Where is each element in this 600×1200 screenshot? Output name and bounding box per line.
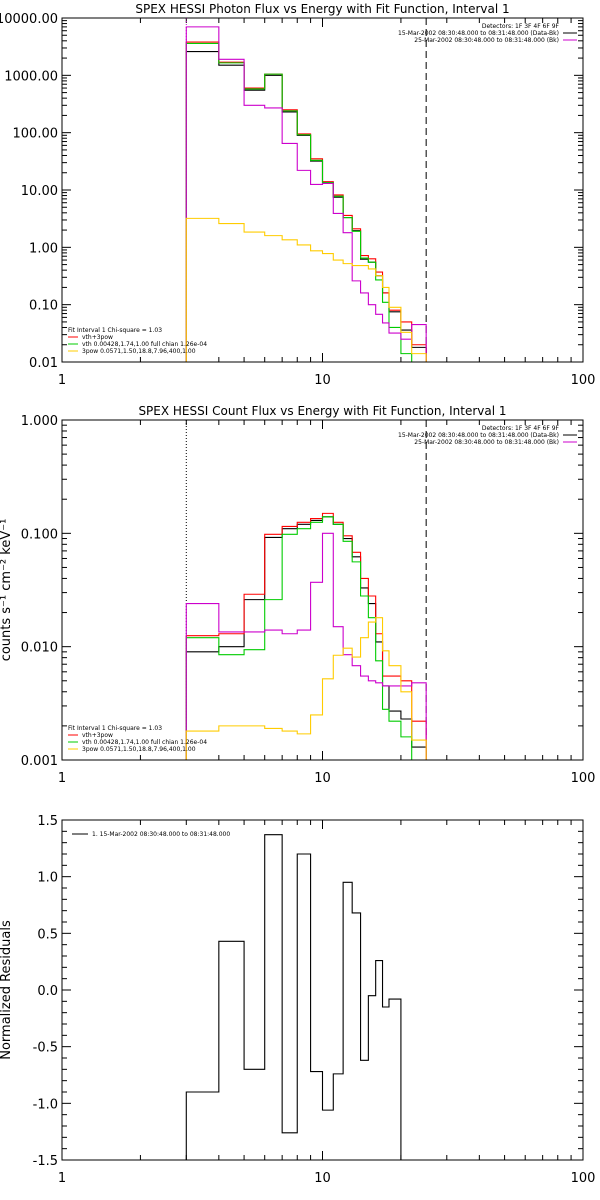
y-tick-label: 0.100 [21,527,58,542]
x-tick-label: 100 [571,771,596,786]
y-tick-label: 0.10 [29,299,58,314]
legend-fit-text: Fit Interval 1 Chi-square = 1.03 [68,327,162,334]
chart-panel-3: Normalized Residuals 1 10 100 -1.5 -1.0 -0.5 0.… [0,814,595,1186]
chart-title: SPEX HESSI Photon Flux vs Energy with Fi… [135,2,509,16]
series-group [185,512,427,760]
y-axis-label: counts s⁻¹ cm⁻² keV⁻¹ [0,519,14,662]
x-tick-label: 10 [314,1171,331,1186]
legend-fit-text: vth 0.00428,1.74,1.00 full chian 1.26e-0… [82,341,207,348]
legend-header-text: 15-Mar-2002 08:30:48.000 to 08:31:48.000… [398,30,559,37]
legend-header-text: Detectors: 1F 3F 4F 6F 9F [482,23,560,30]
chart-panel-1: SPEX HESSI Photon Flux vs Energy with Fi… [0,2,595,388]
series-line [185,516,427,760]
y-tick-label: -1.0 [33,1097,58,1112]
series-group [185,26,427,362]
x-tick-label: 10 [314,373,331,388]
y-tick-label: 0.01 [29,356,58,371]
chart-panel-2: SPEX HESSI Count Flux vs Energy with Fit… [0,404,595,786]
y-axis-label: Normalized Residuals [0,920,14,1060]
series-line [185,516,427,760]
plot-frame [61,419,584,761]
chart-title: SPEX HESSI Count Flux vs Energy with Fit… [138,404,506,418]
y-tick-label: 1.5 [37,814,58,829]
x-tick-label: 1 [58,1171,66,1186]
y-tick-label: 1.0 [37,871,58,886]
y-tick-label: 0.5 [37,927,58,942]
x-tick-label: 100 [571,373,596,388]
legend-header-text: 1. 15-Mar-2002 08:30:48.000 to 08:31:48.… [92,831,230,838]
y-tick-label: -0.5 [33,1041,58,1056]
y-tick-label: 1.000 [21,414,58,429]
y-tick-label: 1000.00 [4,69,58,84]
legend-header-text: 25-Mar-2002 08:30:48.000 to 08:31:48.000… [414,37,559,44]
x-tick-label: 10 [314,771,331,786]
y-tick-label: 10.00 [21,184,58,199]
legend-fit-text: Fit Interval 1 Chi-square = 1.03 [68,725,162,732]
y-tick-label: 0.001 [21,754,58,769]
y-tick-label: 10000.00 [0,12,58,27]
plot-frame [61,819,584,1161]
series-line [185,26,427,362]
y-tick-label: 1.00 [29,241,58,256]
x-tick-label: 1 [58,771,66,786]
y-tick-label: 0.0 [37,984,58,999]
series-line [185,217,427,362]
legend-fit-text: vth+3pow [82,732,113,739]
legend-header-text: Detectors: 1F 3F 4F 6F 9F [482,425,560,432]
y-tick-label: 100.00 [13,127,59,142]
series-group [185,834,427,1160]
legend-fit-text: vth+3pow [82,334,113,341]
plot-frame [61,17,584,363]
series-line [185,532,427,760]
x-tick-label: 100 [571,1171,596,1186]
y-tick-label: -1.5 [33,1154,58,1169]
x-tick-label: 1 [58,373,66,388]
y-tick-label: 0.010 [21,641,58,656]
legend-fit-text: 3pow 0.0571,1.50,18.8,7.96,400,1.00 [82,348,196,355]
legend-header-text: 15-Mar-2002 08:30:48.000 to 08:31:48.000… [398,432,559,439]
series-line [185,42,427,362]
series-line [185,617,427,760]
series-line [185,50,427,362]
legend-header-text: 25-Mar-2002 08:30:48.000 to 08:31:48.000… [414,439,559,446]
series-line [185,512,427,760]
legend-fit-text: vth 0.00428,1.74,1.00 full chian 1.26e-0… [82,739,207,746]
series-line [185,41,427,362]
series-line [185,834,427,1160]
legend-fit-text: 3pow 0.0571,1.50,18.8,7.96,400,1.00 [82,746,196,753]
